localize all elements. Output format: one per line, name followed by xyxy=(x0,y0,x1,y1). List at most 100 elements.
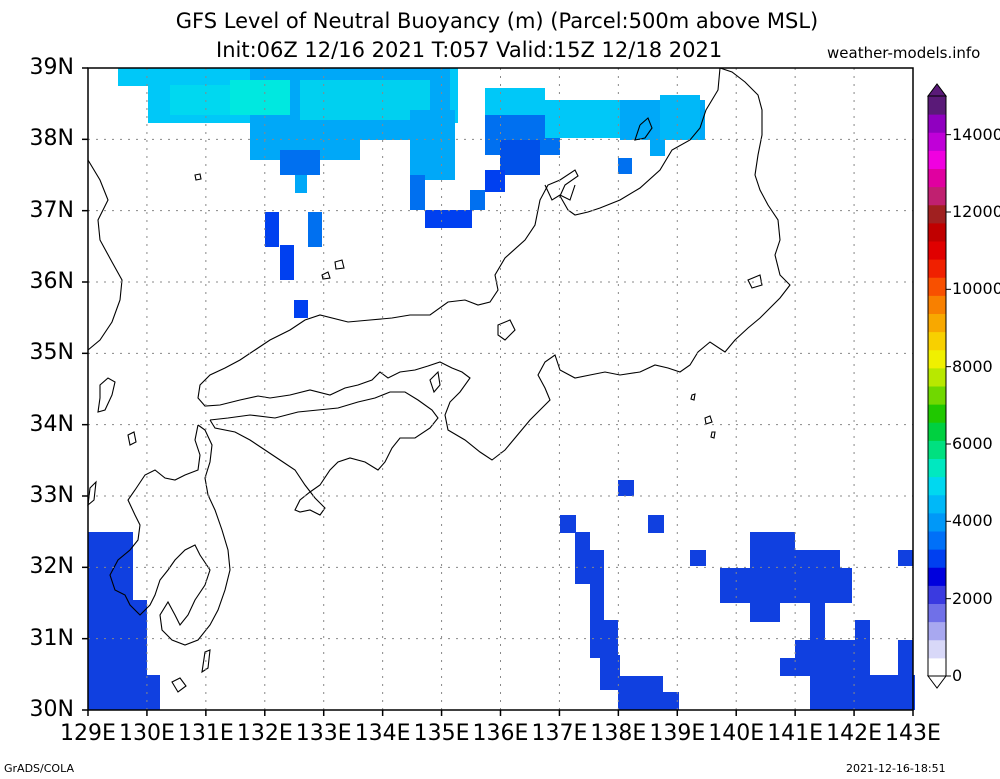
lat-label: 38N xyxy=(29,126,74,152)
colorbar-segment xyxy=(928,259,946,278)
colorbar-segment xyxy=(928,404,946,423)
colorbar-label: 2000 xyxy=(952,588,993,608)
coastline-honshu-west xyxy=(87,159,123,351)
lat-label: 33N xyxy=(29,483,74,508)
shading-cell xyxy=(618,676,663,710)
colorbar-label: 4000 xyxy=(952,511,993,531)
coastline-noto xyxy=(544,184,576,201)
lat-label: 37N xyxy=(29,197,74,223)
shading-cell xyxy=(720,568,852,603)
lon-label: 141E xyxy=(767,721,824,746)
colorbar-segment xyxy=(928,494,946,514)
colorbar-segment xyxy=(928,458,946,478)
shading-cell xyxy=(308,212,322,247)
colorbar-segment xyxy=(928,132,946,151)
colorbar-segment xyxy=(928,512,946,532)
colorbar-label: 12000 xyxy=(952,202,1000,221)
colorbar-label: 10000 xyxy=(952,279,1000,299)
colorbar-segment xyxy=(928,367,946,387)
colorbar-segment xyxy=(928,331,946,351)
lat-label: 30N xyxy=(29,697,74,722)
coastline-iki xyxy=(127,431,137,446)
shading-cell xyxy=(500,140,540,175)
colorbar-segment xyxy=(928,313,946,333)
colorbar-segment xyxy=(928,349,946,369)
shading-cell xyxy=(410,110,455,180)
coastline-small-isles xyxy=(194,173,345,280)
lon-label: 134E xyxy=(354,721,411,746)
colorbar-segment xyxy=(928,639,946,659)
shading-cell xyxy=(280,150,320,175)
shading-cell xyxy=(470,190,485,210)
footer-credit: GrADS/COLA xyxy=(4,762,74,775)
colorbar-segment xyxy=(928,295,946,314)
coastline-tanegashima xyxy=(201,649,211,674)
coastline-boso xyxy=(747,274,763,289)
shading-cell xyxy=(898,550,913,566)
shading-cell xyxy=(280,245,294,280)
colorbar-segment xyxy=(928,603,946,623)
lat-label: 36N xyxy=(29,269,74,294)
shading-cell xyxy=(230,80,290,115)
lon-label: 139E xyxy=(649,721,706,746)
lon-label: 129E xyxy=(60,721,116,746)
lon-label: 133E xyxy=(295,721,352,746)
lon-label: 132E xyxy=(236,721,293,746)
lat-label: 32N xyxy=(29,554,74,580)
colorbar-segment xyxy=(928,567,946,586)
shading-cell xyxy=(590,550,604,620)
colorbar-segment xyxy=(928,222,946,242)
coastline-izu-islands xyxy=(690,393,716,439)
shading-cell xyxy=(295,175,307,193)
coastline-sado xyxy=(634,117,653,141)
shading-cell xyxy=(898,640,913,675)
colorbar-segment xyxy=(928,168,946,188)
lon-label: 142E xyxy=(826,721,883,746)
coastline-honshu-main xyxy=(197,67,791,461)
chart-title: GFS Level of Neutral Buoyancy (m) (Parce… xyxy=(175,9,819,33)
shading-cell xyxy=(410,175,425,210)
shading-cell xyxy=(855,620,870,675)
lon-label: 136E xyxy=(472,721,529,746)
lat-label: 34N xyxy=(29,411,74,437)
lon-label: 140E xyxy=(708,721,765,746)
shading-cell xyxy=(88,675,160,710)
colorbar-max-arrow xyxy=(927,83,947,97)
shading-cell xyxy=(810,675,870,710)
shading-cell xyxy=(560,515,576,533)
lat-label: 31N xyxy=(29,625,74,651)
coastline xyxy=(87,67,791,693)
lat-label: 39N xyxy=(29,55,74,80)
lon-label: 135E xyxy=(413,721,470,746)
shading-cell xyxy=(690,550,706,566)
chart-subtitle-text: Init:06Z 12/16 2021 T:057 Valid:15Z 12/1… xyxy=(216,38,723,62)
shading-cell xyxy=(618,480,634,496)
colorbar-segment xyxy=(928,621,946,641)
colorbar-segment xyxy=(928,440,946,459)
footer-timestamp: 2021-12-16-18:51 xyxy=(846,762,946,775)
coastline-shikoku xyxy=(209,391,439,516)
colorbar-segment xyxy=(928,186,946,206)
colorbar-segment xyxy=(928,96,946,115)
colorbar-segment xyxy=(928,241,946,260)
shading-cell xyxy=(600,655,620,690)
colorbar-label: 8000 xyxy=(952,356,993,376)
lon-label: 138E xyxy=(590,721,647,746)
coastline-awaji xyxy=(429,370,441,394)
shading-cell xyxy=(485,88,545,118)
colorbar-segment xyxy=(928,386,946,405)
shading-cell xyxy=(485,170,505,192)
lon-label: 130E xyxy=(118,721,175,746)
colorbar-label: 14000 xyxy=(952,124,1000,144)
shading-cell xyxy=(590,620,618,658)
shading-cell xyxy=(650,138,665,156)
coastline-goto xyxy=(87,480,97,507)
coastline-kyushu xyxy=(109,424,231,646)
axis-ticks xyxy=(82,67,914,716)
colorbar-segment xyxy=(928,422,946,441)
shading-cell xyxy=(648,515,664,533)
colorbar-segment xyxy=(928,114,946,133)
lat-label: 35N xyxy=(29,340,74,366)
shading-cell xyxy=(663,692,679,710)
